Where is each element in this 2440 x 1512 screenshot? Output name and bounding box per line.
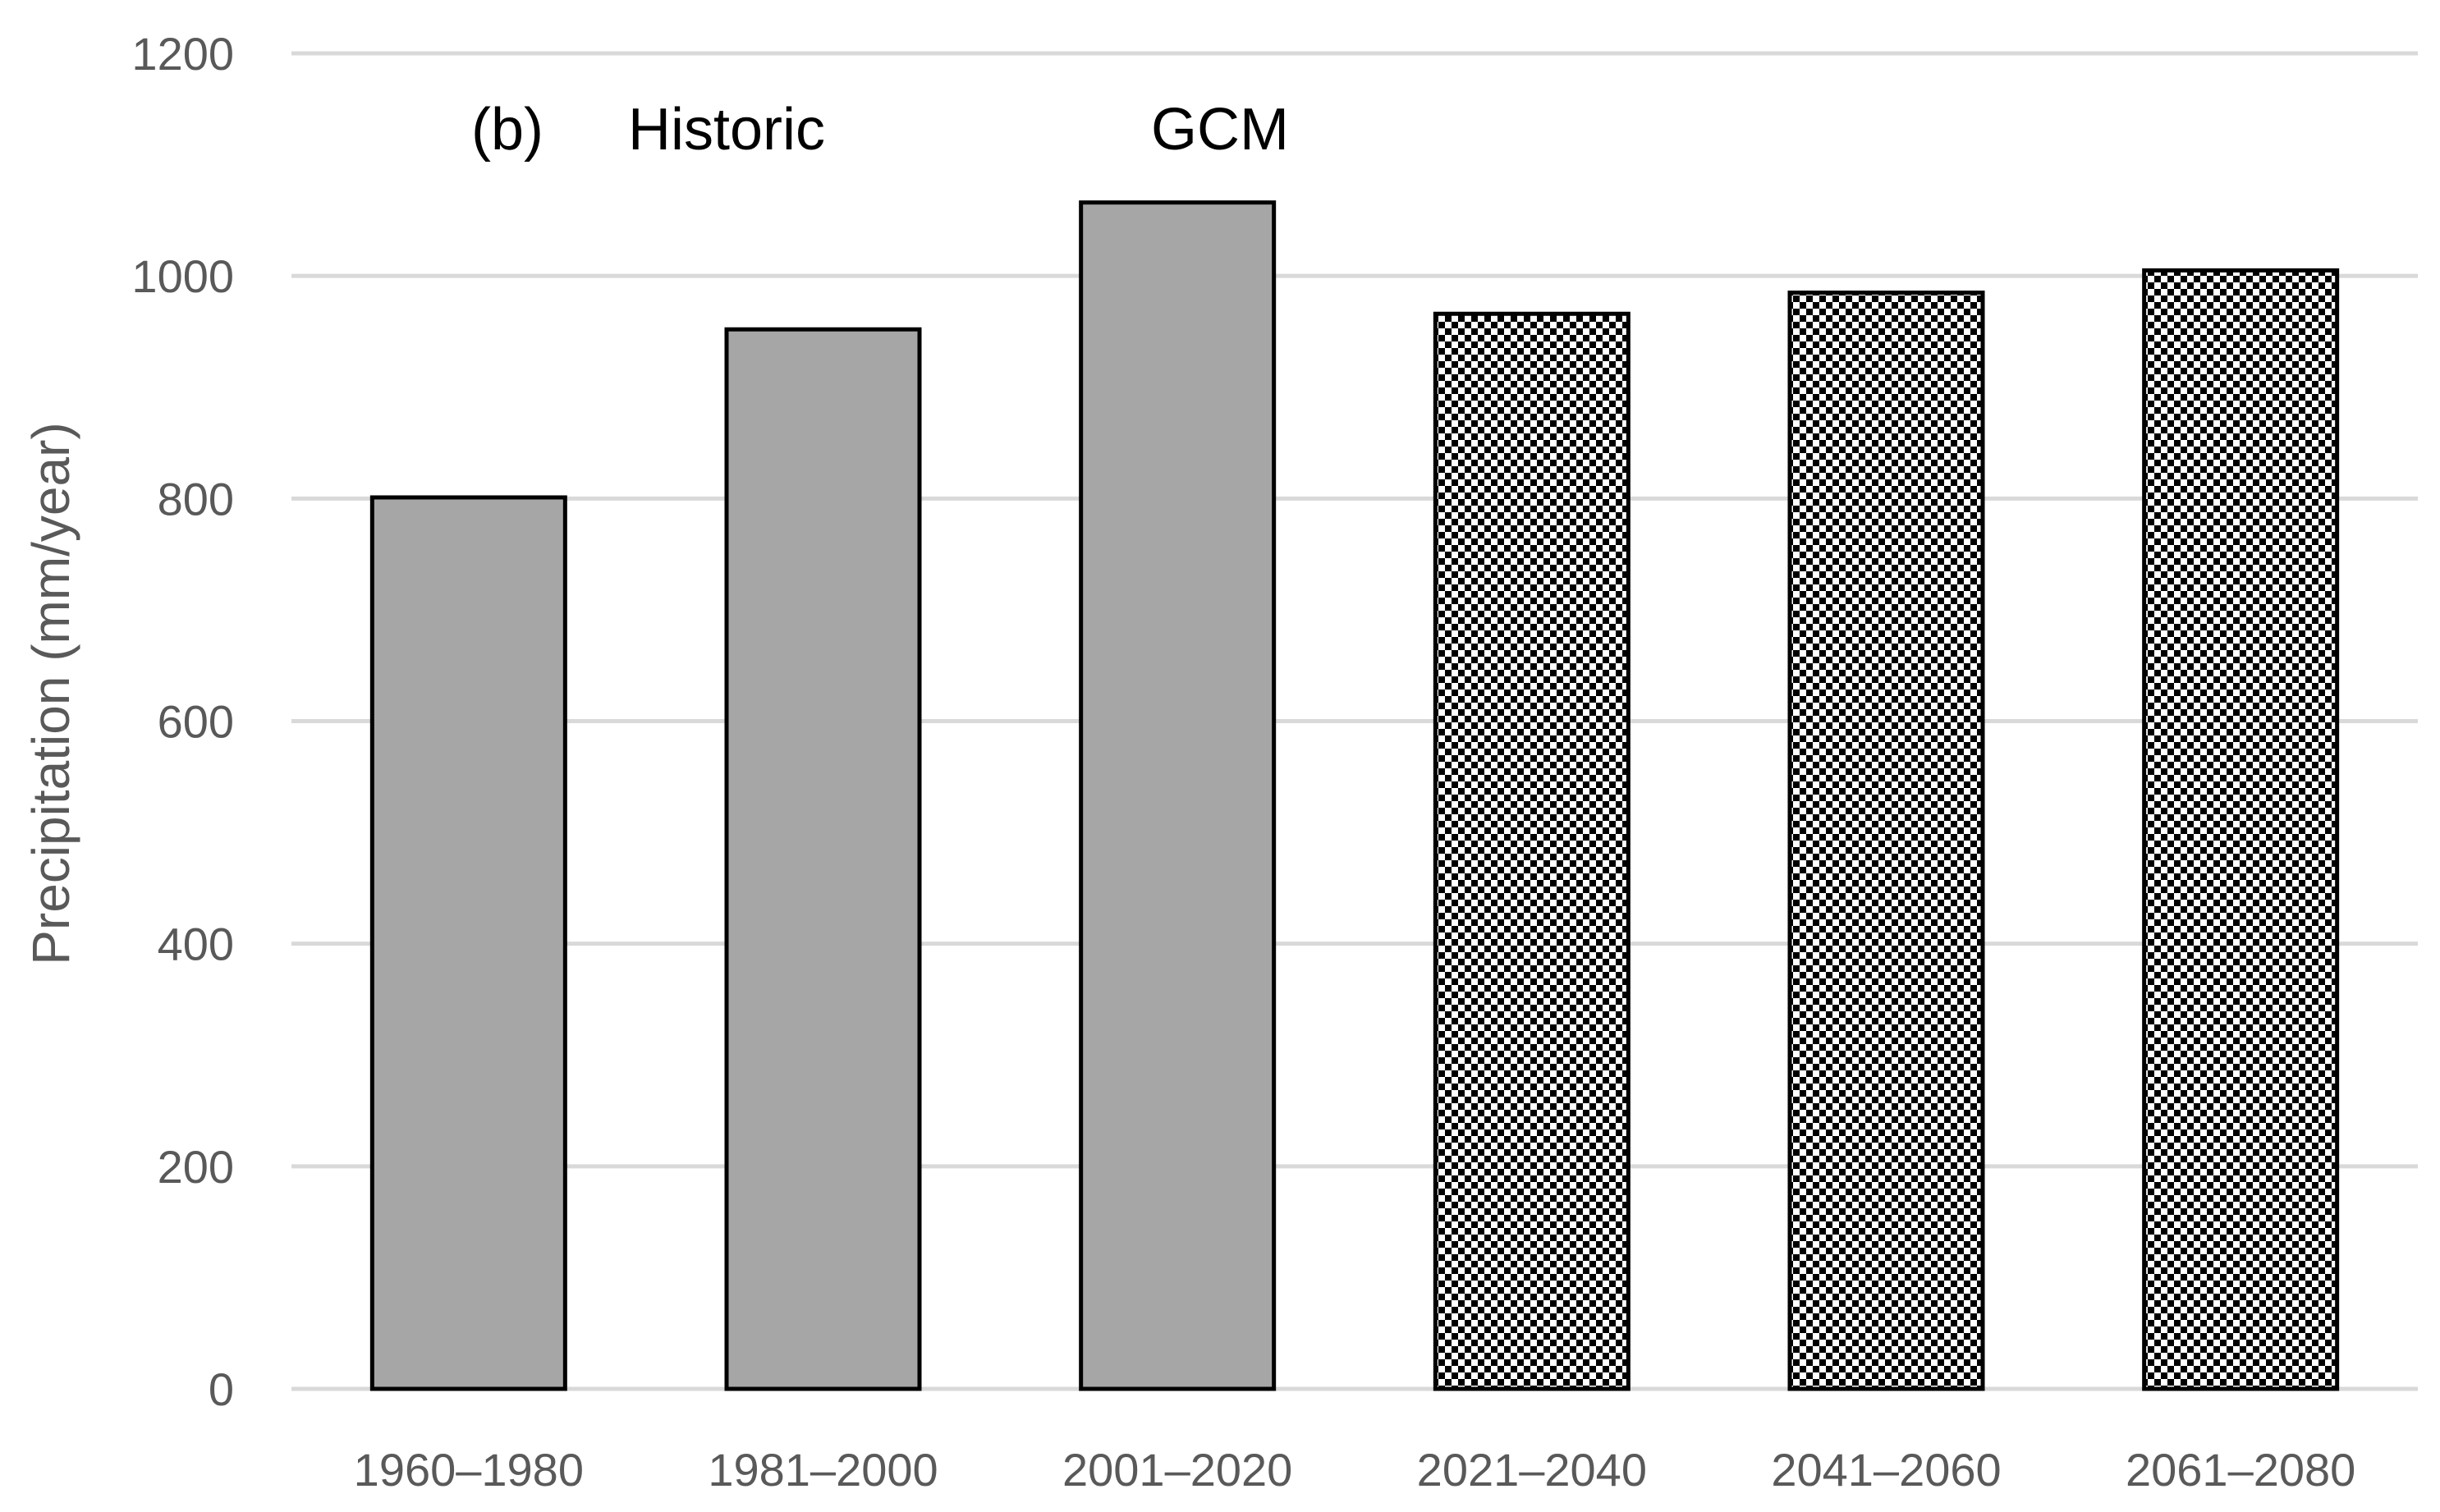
gridlines [291,51,2418,1391]
y-tick-label: 1200 [131,28,234,80]
x-tick-labels: 1960–1980 1981–2000 2001–2020 2021–2040 2041… [354,1444,2356,1496]
y-tick-label: 200 [158,1141,234,1193]
x-tick-label: 2001–2020 [1062,1444,1292,1496]
gcm-label: GCM [1151,97,1289,163]
x-tick-label: 2061–2080 [2126,1444,2355,1496]
bars [369,200,2340,1391]
bar-gcm [1433,311,1630,1391]
panel-label: (b) [471,97,543,163]
y-tick-label: 600 [158,696,234,748]
bar-gcm [1787,291,1985,1391]
bar-historic [724,327,922,1391]
x-tick-label: 1960–1980 [354,1444,584,1496]
bar-historic [369,495,567,1391]
bar-historic [1079,200,1277,1391]
y-tick-label: 1000 [131,250,234,302]
y-tick-label: 400 [158,919,234,970]
y-tick-label: 800 [158,473,234,525]
x-tick-label: 1981–2000 [708,1444,938,1496]
x-tick-label: 2041–2060 [1771,1444,2001,1496]
historic-label: Historic [628,97,825,163]
y-tick-labels: 0 200 400 600 800 1000 1200 [131,28,234,1415]
y-tick-label: 0 [209,1363,234,1415]
y-axis-title: Precipitation (mm/year) [21,422,80,965]
x-tick-label: 2021–2040 [1417,1444,1647,1496]
bar-gcm [2142,268,2340,1391]
